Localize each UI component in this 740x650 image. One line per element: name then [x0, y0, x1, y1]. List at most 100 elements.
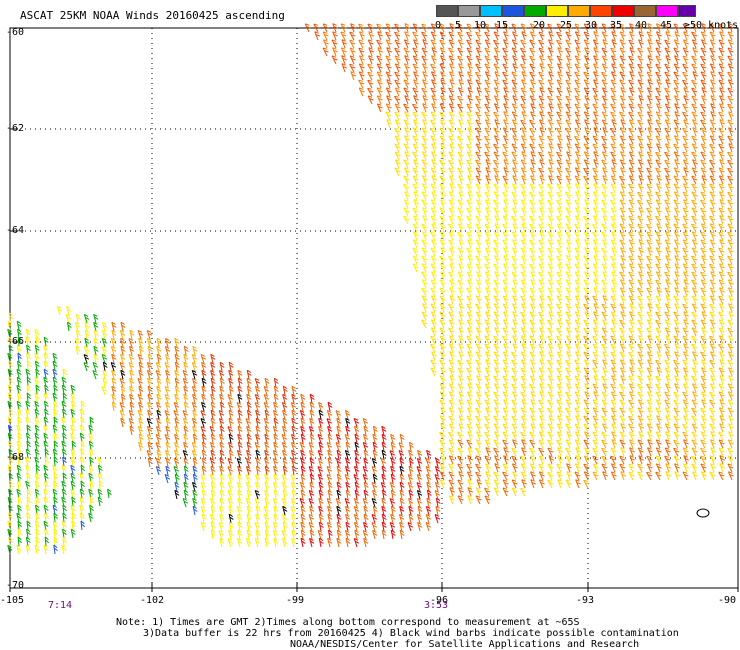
wind-barb: [475, 31, 482, 41]
wind-barb: [611, 247, 617, 257]
wind-barb: [710, 271, 716, 281]
wind-barb: [601, 159, 608, 169]
wind-barb: [538, 135, 545, 145]
wind-barb: [610, 455, 617, 465]
wind-barb: [457, 359, 464, 369]
wind-barb: [682, 263, 689, 273]
wind-barb: [458, 87, 464, 97]
wind-barb: [8, 360, 13, 371]
wind-barb: [349, 63, 356, 73]
wind-barb: [728, 303, 734, 313]
wind-barb: [430, 287, 437, 297]
wind-barb: [431, 47, 437, 57]
wind-barb: [412, 247, 419, 257]
wind-barb: [682, 335, 689, 345]
wind-barb: [8, 312, 14, 323]
wind-barb: [628, 279, 635, 289]
wind-barb: [300, 473, 306, 484]
wind-barb: [619, 351, 626, 361]
wind-barb: [237, 521, 243, 532]
wind-barb: [655, 255, 662, 265]
wind-barb: [300, 465, 306, 476]
wind-barb: [665, 335, 671, 345]
wind-barb: [255, 409, 261, 420]
wind-barb: [327, 425, 333, 436]
wind-barb: [165, 441, 171, 452]
wind-barb: [539, 335, 545, 345]
wind-barb: [421, 223, 428, 233]
wind-barb: [673, 143, 680, 153]
wind-barb: [718, 207, 725, 217]
wind-barb: [637, 439, 644, 449]
wind-barb: [192, 505, 198, 516]
wind-barb: [458, 223, 464, 233]
wind-barb: [341, 55, 347, 65]
wind-barb: [502, 191, 509, 201]
wind-barb: [403, 71, 410, 81]
wind-barb: [529, 223, 536, 233]
wind-barb: [673, 39, 680, 49]
wind-barb: [656, 175, 662, 185]
wind-barb: [349, 31, 356, 41]
wind-barb: [529, 191, 536, 201]
wind-barb: [673, 455, 680, 465]
wind-barb: [484, 247, 491, 257]
wind-barb: [728, 335, 734, 345]
wind-barb: [511, 39, 518, 49]
wind-barb: [556, 39, 563, 49]
wind-barb: [727, 159, 734, 169]
wind-barb: [475, 319, 482, 329]
wind-barb: [637, 159, 644, 169]
time-label-west: 7:14: [48, 600, 73, 611]
wind-barb: [93, 313, 99, 324]
wind-barb: [358, 47, 365, 57]
wind-barb: [322, 23, 329, 33]
wind-barb: [386, 47, 392, 57]
wind-barb: [664, 199, 671, 209]
wind-barb: [538, 95, 545, 105]
wind-barb: [655, 159, 662, 169]
wind-barb: [255, 457, 261, 468]
wind-barb: [593, 23, 599, 33]
wind-barb: [79, 496, 85, 507]
wind-barb: [440, 151, 446, 161]
wind-barb: [628, 159, 635, 169]
wind-barb: [354, 529, 360, 540]
wind-barb: [520, 47, 527, 57]
wind-barb: [691, 231, 698, 241]
wind-barb: [521, 111, 527, 121]
wind-barb: [709, 423, 716, 433]
wind-barb: [192, 393, 198, 404]
wind-barb: [655, 359, 662, 369]
wind-barb: [448, 167, 455, 177]
wind-barb: [35, 496, 40, 507]
wind-barb: [372, 473, 378, 484]
wind-barb: [7, 384, 13, 395]
wind-barb: [610, 79, 617, 89]
wind-barb: [336, 505, 342, 516]
wind-barb: [682, 359, 689, 369]
wind-barb: [503, 39, 509, 49]
wind-barb: [390, 465, 396, 476]
wind-barb: [556, 335, 563, 345]
wind-barb: [439, 135, 446, 145]
wind-barb: [683, 31, 689, 41]
wind-barb: [727, 55, 734, 65]
wind-barb: [475, 255, 482, 265]
wind-barb: [583, 327, 590, 337]
wind-barb: [601, 431, 608, 441]
wind-barb: [246, 369, 252, 380]
wind-barb: [691, 223, 698, 233]
wind-barb: [484, 119, 491, 129]
wind-barb: [8, 408, 13, 419]
wind-barb: [485, 239, 491, 249]
wind-barb: [394, 143, 401, 153]
wind-barb: [665, 295, 671, 305]
wind-barb: [475, 471, 482, 481]
wind-barb: [673, 279, 680, 289]
wind-barb: [7, 368, 13, 379]
wind-barb: [719, 119, 725, 129]
wind-barb: [557, 143, 563, 153]
wind-barb: [467, 71, 473, 81]
wind-barb: [413, 159, 419, 169]
